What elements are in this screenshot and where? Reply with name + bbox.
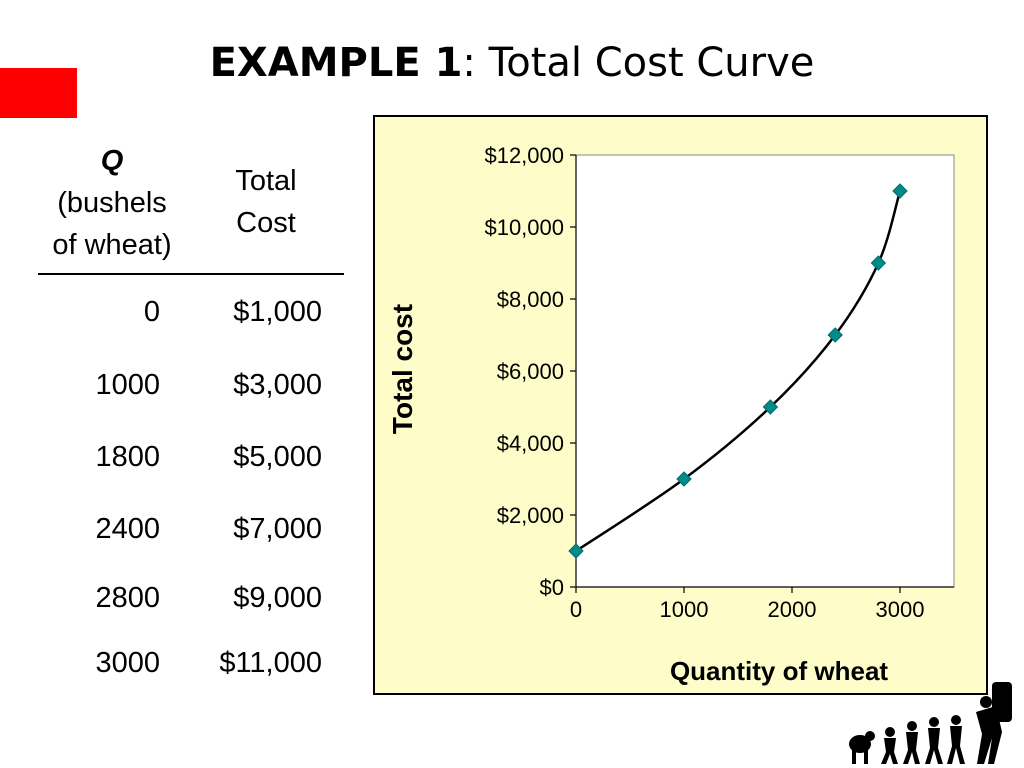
header-cost-line1: Total (235, 165, 297, 197)
title-rest: : Total Cost Curve (462, 40, 815, 86)
x-tick-label: 3000 (876, 597, 925, 622)
total-cost-chart: $0 $2,000 $4,000 $6,000 $8,000 $10,000 $12,000… (387, 143, 955, 686)
table-cell-cost: $3,000 (233, 369, 322, 401)
x-tick-label: 2000 (768, 597, 817, 622)
table-cell-quantity: 1000 (95, 369, 160, 401)
data-point-marker (568, 543, 584, 559)
data-point-marker (870, 255, 887, 271)
title-bold: EXAMPLE 1 (209, 40, 463, 86)
data-point-marker (827, 327, 843, 343)
table-header-quantity: Q (bushels of wheat) (38, 140, 186, 266)
table-cell-cost: $7,000 (233, 513, 322, 545)
table-cell-quantity: 3000 (95, 647, 160, 679)
y-tick-label: $2,000 (497, 503, 564, 528)
slide-title: EXAMPLE 1: Total Cost Curve (0, 40, 1024, 86)
table-cell-cost: $1,000 (233, 296, 322, 328)
header-q-sub2: of wheat) (52, 229, 172, 261)
y-tick-label: $12,000 (484, 143, 564, 168)
y-axis-title: Total cost (387, 304, 418, 434)
data-point-marker (762, 399, 779, 415)
table-cell-quantity: 0 (143, 296, 160, 328)
y-tick-label: $0 (540, 575, 564, 600)
x-tick-label: 0 (570, 597, 582, 622)
table-header-rule (38, 273, 344, 275)
table-cell-quantity: 1800 (95, 441, 160, 473)
table-cell-cost: $11,000 (219, 647, 322, 679)
red-accent-block (0, 68, 77, 118)
x-tick-label: 1000 (660, 597, 709, 622)
header-q-sub1: (bushels (57, 187, 167, 219)
y-tick-label: $6,000 (497, 359, 564, 384)
table-cell-cost: $9,000 (233, 582, 322, 614)
header-q-symbol: Q (100, 145, 124, 177)
y-tick-label: $4,000 (497, 431, 564, 456)
table-cell-quantity: 2800 (95, 582, 160, 614)
table-cell-quantity: 2400 (95, 513, 160, 545)
evolution-figures-icon (849, 682, 1012, 764)
x-axis-title: Quantity of wheat (670, 656, 888, 686)
table-cell-cost: $5,000 (233, 441, 322, 473)
y-tick-label: $10,000 (484, 215, 564, 240)
header-cost-line2: Cost (236, 207, 296, 239)
data-point-marker (676, 471, 692, 487)
data-point-marker (892, 183, 908, 199)
table-header-total-cost: Total Cost (196, 160, 336, 244)
y-tick-label: $8,000 (497, 287, 564, 312)
plot-area (575, 154, 955, 588)
chart-panel: $0 $2,000 $4,000 $6,000 $8,000 $10,000 $12,000… (373, 115, 988, 695)
